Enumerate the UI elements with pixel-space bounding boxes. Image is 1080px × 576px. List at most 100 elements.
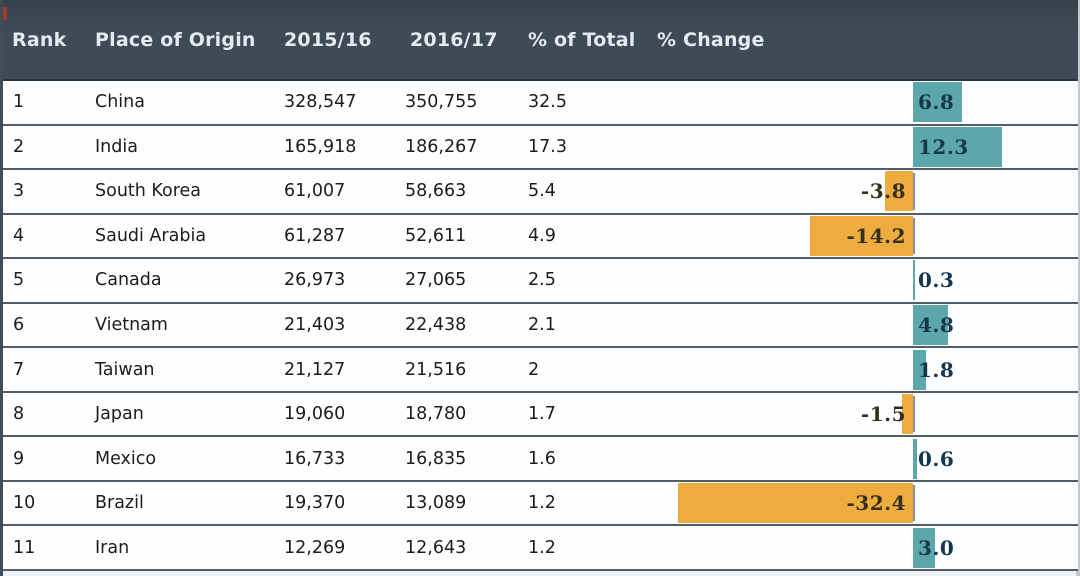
bottom-strip <box>3 571 1078 576</box>
table-row: 7 Taiwan 21,127 21,516 2 1.8 <box>3 348 1078 393</box>
pct-change-cell: -32.4 <box>650 482 1078 525</box>
pct-of-total-cell: 17.3 <box>528 136 567 157</box>
change-bar <box>902 394 913 435</box>
table-row: 2 India 165,918 186,267 17.3 12.3 <box>3 125 1078 171</box>
pct-of-total-cell: 1.6 <box>528 448 556 469</box>
change-bar <box>913 260 915 301</box>
change-value-label: 0.3 <box>918 268 955 293</box>
pct-of-total-cell: 2.1 <box>528 315 556 335</box>
change-value-label: 12.3 <box>918 134 969 159</box>
change-value-label: 6.8 <box>918 90 955 115</box>
origin-cell: Canada <box>95 270 162 291</box>
change-axis-line <box>913 173 915 210</box>
change-value-label: 3.0 <box>918 535 955 560</box>
column-header-pct-of-total: % of Total <box>528 28 636 51</box>
pct-of-total-cell: 1.7 <box>528 404 556 425</box>
origin-cell: South Korea <box>95 181 202 202</box>
enrollment-2015-16-cell: 19,060 <box>284 404 346 425</box>
change-value-label: 4.8 <box>918 313 955 337</box>
column-header-pct-change: % Change <box>657 28 765 51</box>
enrollment-2016-17-cell: 21,516 <box>405 359 467 380</box>
enrollment-2015-16-cell: 21,403 <box>284 315 346 335</box>
pct-change-cell: 4.8 <box>650 304 1078 347</box>
column-header-origin: Place of Origin <box>95 28 256 51</box>
table-row: 1 China 328,547 350,755 32.5 6.8 <box>3 81 1078 126</box>
change-value-label: -3.8 <box>860 179 906 204</box>
pct-of-total-cell: 32.5 <box>528 92 567 113</box>
table-header-row: Rank Place of Origin 2015/16 2016/17 % o… <box>3 0 1078 81</box>
enrollment-2016-17-cell: 27,065 <box>405 270 467 291</box>
table-row: 6 Vietnam 21,403 22,438 2.1 4.8 <box>3 303 1078 349</box>
change-value-label: -32.4 <box>846 491 906 516</box>
rank-cell: 8 <box>13 404 25 425</box>
rank-cell: 5 <box>13 270 25 291</box>
origin-cell: Brazil <box>95 493 144 514</box>
pct-change-cell: -14.2 <box>650 215 1078 258</box>
rank-cell: 9 <box>13 448 25 469</box>
change-bar <box>913 305 948 345</box>
change-value-label: 1.8 <box>918 357 955 382</box>
enrollment-2016-17-cell: 18,780 <box>405 404 467 425</box>
change-bar <box>885 171 913 212</box>
change-axis-line <box>913 484 915 522</box>
enrollment-2015-16-cell: 61,007 <box>284 181 346 202</box>
pct-change-cell: 6.8 <box>650 81 1078 124</box>
origin-cell: India <box>95 136 138 157</box>
enrollment-2016-17-cell: 12,643 <box>405 537 467 558</box>
table-row: 5 Canada 26,973 27,065 2.5 0.3 <box>3 259 1078 304</box>
change-value-label: -14.2 <box>846 223 906 248</box>
rank-cell: 1 <box>13 92 25 113</box>
enrollment-2015-16-cell: 165,918 <box>284 136 357 157</box>
table-row: 10 Brazil 19,370 13,089 1.2 -32.4 <box>3 481 1078 527</box>
table-row: 11 Iran 12,269 12,643 1.2 3.0 <box>3 526 1078 572</box>
table-row: 9 Mexico 16,733 16,835 1.6 0.6 <box>3 437 1078 482</box>
rank-cell: 10 <box>13 493 36 514</box>
red-edge-artifact <box>3 7 7 20</box>
pct-change-cell: 3.0 <box>650 526 1078 569</box>
origin-cell: Vietnam <box>95 315 168 335</box>
rank-cell: 3 <box>13 181 25 202</box>
pct-of-total-cell: 1.2 <box>528 493 556 514</box>
pct-change-cell: -3.8 <box>650 170 1078 213</box>
enrollment-2016-17-cell: 22,438 <box>405 315 467 335</box>
enrollment-2015-16-cell: 21,127 <box>284 359 346 380</box>
pct-change-cell: 1.8 <box>650 348 1078 391</box>
change-bar <box>810 215 913 256</box>
origin-cell: Japan <box>95 404 144 425</box>
table-body: 1 China 328,547 350,755 32.5 6.8 2 India… <box>3 81 1078 572</box>
pct-change-cell: 0.3 <box>650 259 1078 302</box>
table-row: 4 Saudi Arabia 61,287 52,611 4.9 -14.2 <box>3 214 1078 260</box>
pct-of-total-cell: 2 <box>528 359 540 380</box>
enrollment-2015-16-cell: 61,287 <box>284 225 346 246</box>
pct-change-cell: -1.5 <box>650 393 1078 436</box>
pct-change-cell: 0.6 <box>650 437 1078 480</box>
enrollment-2016-17-cell: 58,663 <box>405 181 467 202</box>
rank-cell: 4 <box>13 225 25 246</box>
enrollment-2016-17-cell: 350,755 <box>405 92 478 113</box>
change-value-label: 0.6 <box>918 446 955 471</box>
pct-of-total-cell: 4.9 <box>528 225 556 246</box>
change-bar <box>913 126 1002 167</box>
enrollment-2015-16-cell: 12,269 <box>284 537 346 558</box>
enrollment-2016-17-cell: 16,835 <box>405 448 467 469</box>
change-axis-line <box>913 217 915 255</box>
origin-cell: Mexico <box>95 448 157 469</box>
enrollment-2016-17-cell: 52,611 <box>405 225 467 246</box>
table-row: 3 South Korea 61,007 58,663 5.4 -3.8 <box>3 170 1078 215</box>
enrollment-2015-16-cell: 19,370 <box>284 493 346 514</box>
pct-of-total-cell: 5.4 <box>528 181 556 202</box>
pct-of-total-cell: 1.2 <box>528 537 556 558</box>
rank-cell: 7 <box>13 359 25 380</box>
pct-change-cell: 12.3 <box>650 126 1078 169</box>
column-header-rank: Rank <box>12 28 67 51</box>
change-axis-line <box>913 395 915 433</box>
rank-cell: 2 <box>13 136 25 157</box>
change-bar <box>913 82 962 123</box>
change-bar <box>913 438 917 479</box>
origin-cell: Iran <box>95 537 130 558</box>
origin-cell: China <box>95 92 145 113</box>
change-bar <box>913 349 926 390</box>
enrollment-2015-16-cell: 26,973 <box>284 270 346 291</box>
enrollment-2016-17-cell: 186,267 <box>405 136 478 157</box>
